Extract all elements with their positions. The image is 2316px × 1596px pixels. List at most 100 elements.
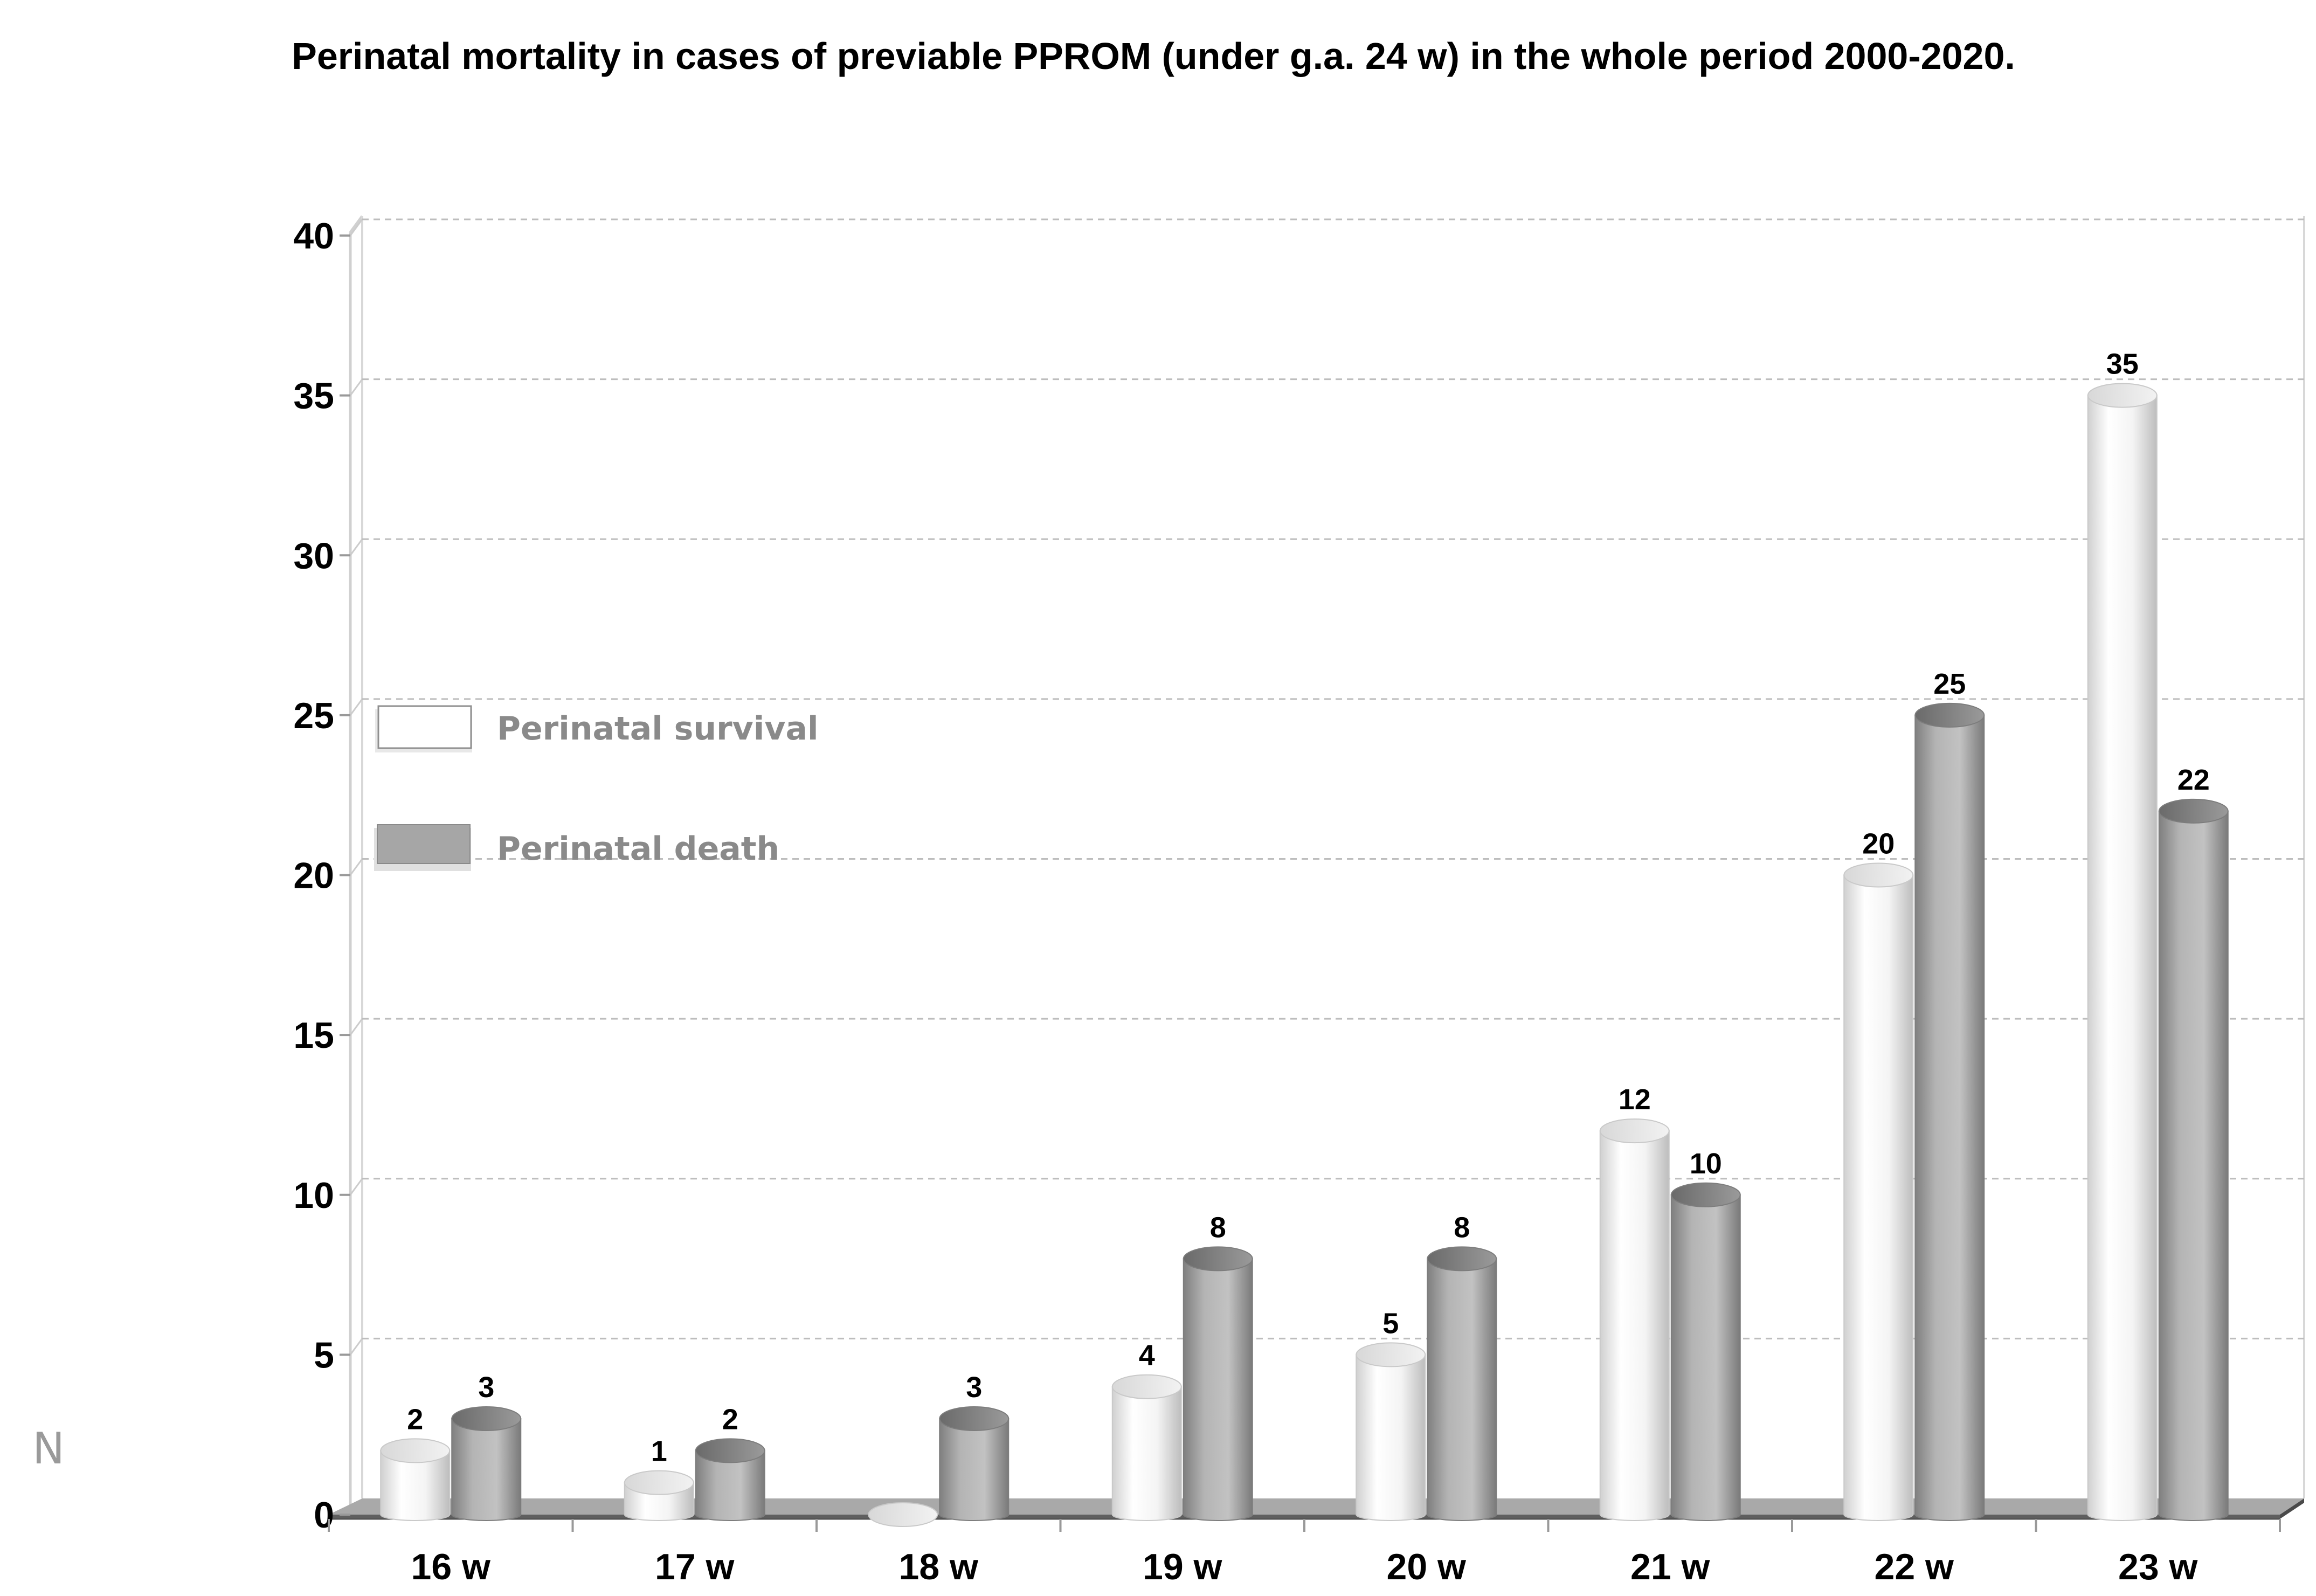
data-label: 2 [407,1403,423,1435]
bar-body [1183,1258,1253,1521]
gridline-diag [349,219,363,236]
data-label: 10 [1690,1148,1722,1180]
bar-survival [1599,1118,1670,1521]
x-tick-label: 20 w [1387,1546,1467,1587]
bar-top [2087,383,2158,408]
bar-body [451,1418,522,1521]
data-label: 5 [1382,1307,1399,1339]
data-label: 22 [2177,764,2210,796]
bar-body [1111,1386,1182,1521]
x-tick-label: 23 w [2118,1546,2199,1587]
bar-body [1914,714,1985,1521]
bar-body [695,1450,765,1521]
data-label: 4 [1139,1339,1155,1372]
x-tick-label: 21 w [1630,1546,1711,1587]
gridline-diag [349,1018,363,1036]
x-tick-label: 22 w [1875,1546,1955,1587]
bar-top [868,1502,938,1527]
y-tick-label: 15 [293,1015,334,1056]
data-label: 25 [1933,668,1966,700]
bar-top [1111,1374,1182,1399]
bar-death [2158,798,2229,1521]
bar-top [1599,1118,1670,1144]
x-tick-label: 17 w [655,1546,735,1587]
bar-top [939,1406,1010,1432]
bar-top [1843,862,1914,888]
y-tick-label: 0 [314,1495,334,1536]
bar-body [1843,874,1914,1521]
gridline-diag [349,538,363,556]
bar-body [1670,1194,1741,1521]
data-label: 35 [2106,348,2139,381]
bar-top [1670,1182,1741,1207]
data-label: 12 [1619,1083,1651,1116]
floor-top [329,1498,2304,1515]
bar-survival [380,1438,451,1521]
x-tick-label: 19 w [1143,1546,1223,1587]
bar-death [1427,1246,1497,1521]
legend: Perinatal survival Perinatal death [374,705,819,871]
legend-item-death: Perinatal death [374,824,779,871]
x-tick-label: 18 w [899,1546,979,1587]
gridline-diag [349,378,363,396]
y-tick-label: 35 [293,376,334,417]
bar-death [1670,1182,1741,1521]
x-axis-ticks: 16 w 17 w 18 w 19 w 20 w 21 w 22 w 23 w [328,1519,2281,1587]
y-axis-label: N [32,1424,65,1474]
data-label: 3 [966,1371,982,1404]
plot-frame [349,215,2305,1515]
bar-death [939,1406,1010,1521]
bar-top [1427,1246,1497,1272]
bar-body [2158,810,2229,1521]
bar-body [380,1450,451,1521]
bar-death [1183,1246,1253,1521]
gridline-diag [349,1178,363,1196]
y-tick-label: 10 [293,1175,334,1216]
y-tick-label: 5 [314,1335,334,1376]
bar-body [1427,1258,1497,1521]
y-tick-label: 30 [293,535,334,576]
bar-body [1599,1130,1670,1521]
chart-title: Perinatal mortality in cases of previabl… [292,35,2015,77]
bar-death [1914,702,1985,1521]
y-tick-label: 40 [293,216,334,257]
bars [380,383,2229,1527]
legend-swatch-death [377,824,471,864]
floor-side [2280,1498,2304,1519]
legend-label-survival: Perinatal survival [497,710,819,748]
bar-top [1356,1342,1426,1367]
data-label: 8 [1210,1211,1226,1243]
data-label: 8 [1454,1211,1470,1243]
bar-survival [1843,862,1914,1521]
bar-survival [2087,383,2158,1521]
bar-survival [1111,1374,1182,1521]
bar-top [2158,798,2229,824]
y-axis-ticks: 0 5 10 15 20 25 30 35 40 [293,216,350,1536]
legend-item-survival: Perinatal survival [375,705,819,752]
legend-swatch-survival [377,705,472,749]
bar-death [695,1438,765,1521]
data-label: 2 [722,1403,738,1435]
gridlines [349,218,2304,1356]
frame-corner [349,215,364,233]
gridline-diag [349,858,363,876]
data-label: 20 [1862,828,1895,860]
data-label: 1 [651,1435,667,1468]
bar-top [695,1438,765,1463]
gridline-diag [349,1338,363,1356]
bar-top [451,1406,522,1432]
x-tick-label: 16 w [411,1546,492,1587]
y-tick-label: 20 [293,855,334,896]
bar-body [1356,1354,1426,1521]
bar-top [624,1470,694,1495]
gridline-diag [349,698,363,716]
bar-body [2087,395,2158,1521]
data-label: 3 [478,1371,494,1404]
bar-top [1183,1246,1253,1272]
floor-front [329,1515,2280,1519]
y-tick-label: 25 [293,695,334,736]
legend-label-death: Perinatal death [497,830,779,868]
bar-top [380,1438,451,1463]
